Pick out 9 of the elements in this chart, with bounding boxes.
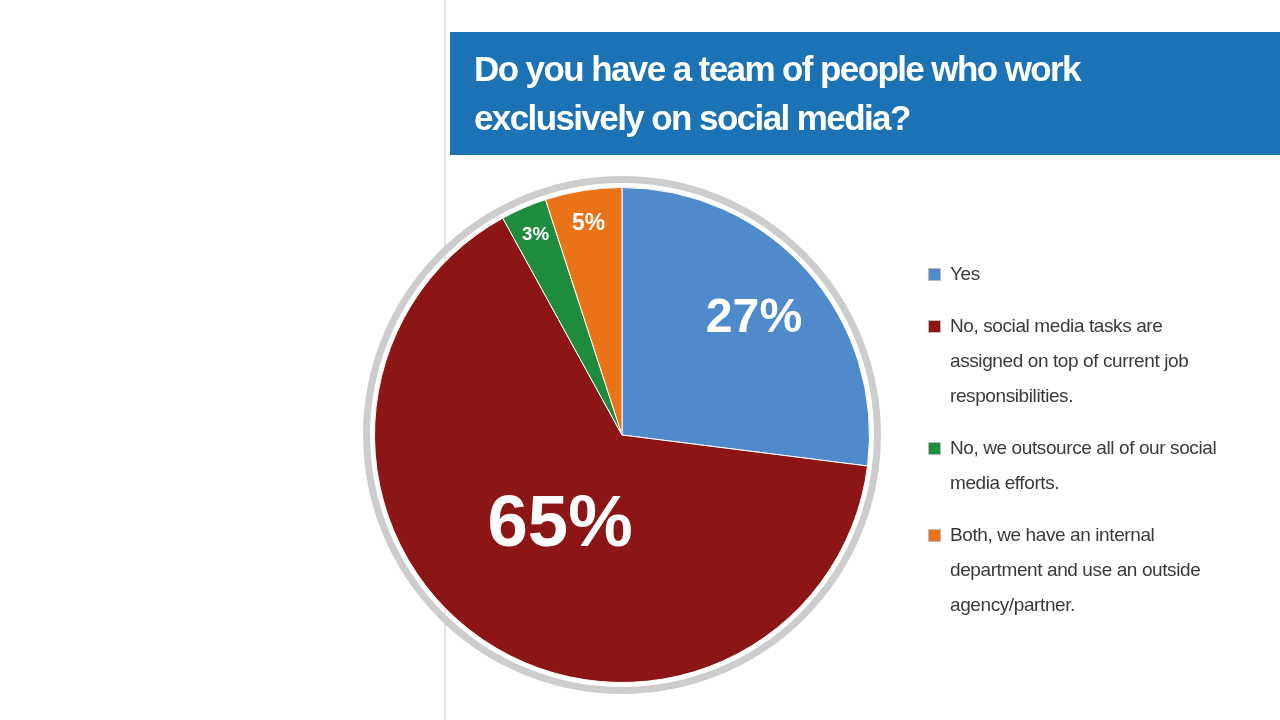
data-label: 3%: [522, 223, 550, 245]
legend-label: No, social media tasks are assigned on top of current job responsibilities.: [950, 314, 1190, 408]
legend-label: No, we outsource all of our social media efforts.: [950, 436, 1218, 495]
chart-title: Do you have a team of people who work exclusively on social media?: [474, 48, 1082, 139]
legend-label: Both, we have an internal department and use an outside agency/partner.: [950, 523, 1202, 617]
data-label: 5%: [571, 208, 606, 235]
data-label: 27%: [705, 287, 803, 342]
data-label: 65%: [487, 480, 633, 562]
legend-label: Yes: [950, 262, 981, 286]
